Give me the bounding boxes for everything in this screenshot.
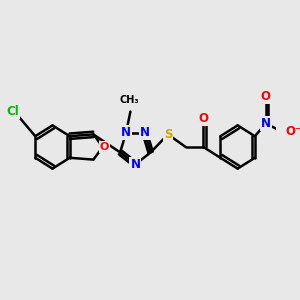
Text: CH₃: CH₃ — [119, 95, 139, 105]
Text: N: N — [121, 126, 131, 140]
Text: S: S — [164, 128, 172, 141]
Text: O: O — [100, 142, 109, 152]
Text: N: N — [140, 126, 150, 140]
Text: N: N — [261, 117, 271, 130]
Text: O⁻: O⁻ — [285, 125, 300, 138]
Text: O: O — [198, 112, 208, 125]
Text: O: O — [261, 90, 271, 104]
Text: N: N — [130, 158, 140, 171]
Text: Cl: Cl — [6, 105, 19, 119]
